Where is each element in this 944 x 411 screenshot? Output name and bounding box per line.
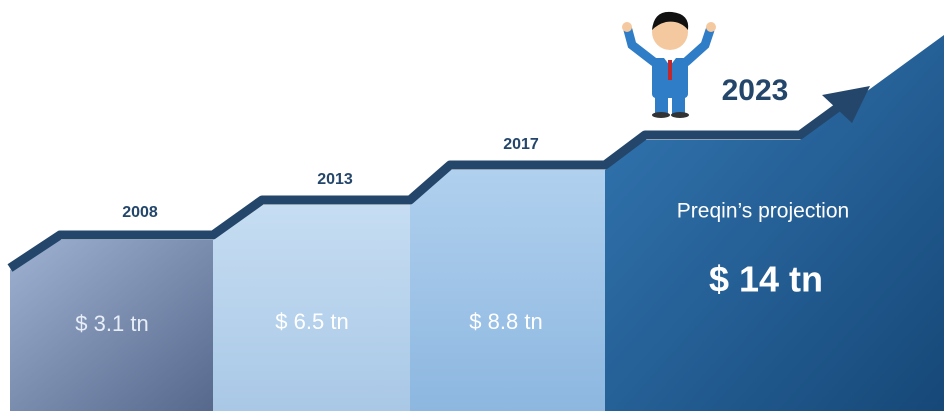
step-block — [213, 205, 410, 411]
person-icon — [622, 11, 716, 118]
step-value: $ 3.1 tn — [75, 311, 148, 336]
step-block — [10, 240, 213, 411]
step-caption: Preqin’s projection — [677, 200, 849, 223]
step-block — [605, 35, 944, 411]
step-value: $ 8.8 tn — [469, 309, 542, 334]
arrow-head — [822, 86, 870, 123]
step-year: 2017 — [503, 136, 539, 153]
step-year: 2008 — [122, 204, 158, 221]
step-value: $ 6.5 tn — [275, 309, 348, 334]
stair-line — [7, 96, 851, 272]
step-block — [410, 170, 605, 411]
step-year: 2013 — [317, 171, 353, 188]
step-value: $ 14 tn — [709, 259, 823, 300]
step-year: 2023 — [722, 74, 789, 107]
